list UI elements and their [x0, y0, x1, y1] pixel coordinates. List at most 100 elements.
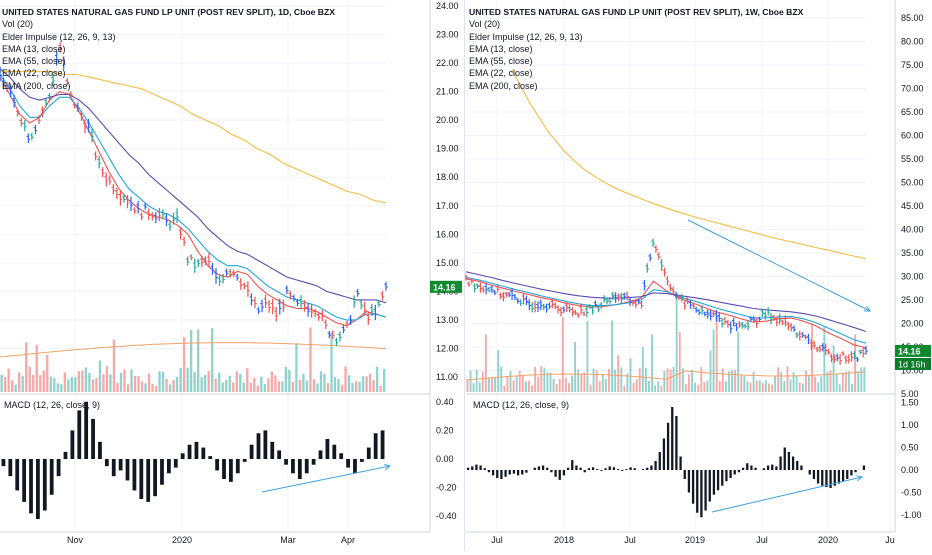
left-volume-bar: [102, 374, 105, 392]
right-indicator-elder[interactable]: Elder Impulse (12, 26, 9, 13): [469, 31, 583, 42]
right-volume-bar: [555, 383, 558, 392]
left-volume-bar: [67, 379, 70, 392]
right-indicator-vol[interactable]: Vol (20): [469, 19, 501, 30]
left-price-tick: 11.00: [436, 372, 458, 382]
right-volume-bar: [641, 347, 644, 392]
left-chart-title[interactable]: UNITED STATES NATURAL GAS FUND LP UNIT (…: [2, 7, 335, 17]
left-volume-bar: [186, 367, 189, 392]
left-price-tick: 22.00: [436, 58, 459, 68]
right-indicator-ema200[interactable]: EMA (200, close): [469, 80, 538, 91]
right-macd-tick: 0.00: [901, 465, 919, 475]
right-price-tick: 45.00: [901, 201, 924, 211]
right-price-tick: 65.00: [901, 107, 924, 117]
right-volume-bar: [820, 376, 823, 392]
left-volume-bar: [267, 378, 270, 392]
left-volume-bar: [358, 381, 361, 392]
right-volume-bar: [709, 350, 712, 392]
right-volume-bar: [780, 371, 783, 392]
left-indicator-ema13[interactable]: EMA (13, close): [2, 43, 66, 54]
right-volume-bar: [564, 377, 567, 392]
right-volume-bar: [509, 370, 512, 392]
left-volume-bar: [277, 381, 281, 392]
right-trend-arrow: [687, 219, 871, 312]
left-volume-bar: [246, 368, 249, 392]
right-volume-bar: [472, 383, 475, 392]
left-last-price-label-bg: [430, 280, 462, 293]
left-volume-bar: [319, 371, 323, 392]
right-volume-bar: [648, 380, 650, 392]
left-volume-bar: [126, 384, 130, 392]
left-time-label: Apr: [341, 535, 355, 545]
right-time-label: Ju: [885, 535, 895, 545]
right-volume-bar: [672, 366, 675, 392]
left-volume-bar: [197, 329, 200, 392]
right-trend-arrow-head: [863, 305, 872, 312]
left-volume-bar: [161, 371, 165, 392]
left-volume-bar: [39, 375, 42, 392]
left-volume-bar: [53, 377, 56, 392]
left-volume-bar: [7, 368, 10, 392]
left-volume-bar: [179, 367, 182, 392]
right-volume-bar: [589, 384, 592, 392]
right-volume-bar: [688, 374, 690, 392]
left-price-tick: 19.00: [436, 144, 459, 154]
left-volume-bar: [305, 380, 309, 392]
left-volume-bar: [112, 339, 116, 392]
right-volume-bar: [835, 373, 838, 392]
right-indicator-ema13[interactable]: EMA (13, close): [469, 43, 533, 54]
left-volume-bar: [70, 377, 73, 392]
right-volume-bar: [657, 381, 660, 392]
left-volume-bar: [133, 376, 137, 392]
left-volume-bar: [375, 366, 379, 392]
left-indicator-ema55[interactable]: EMA (55, close): [2, 56, 66, 67]
right-volume-bar: [515, 376, 518, 392]
right-volume-bar: [595, 370, 598, 392]
left-volume-bar: [218, 372, 221, 392]
pane-divider[interactable]: [464, 0, 465, 550]
right-time-label: Jul: [491, 535, 503, 545]
right-chart-title[interactable]: UNITED STATES NATURAL GAS FUND LP UNIT (…: [469, 7, 804, 17]
right-volume-bar: [669, 369, 672, 392]
left-volume-bar: [77, 371, 81, 392]
left-volume-bar: [368, 373, 372, 392]
right-last-price-label: 14.16: [898, 346, 921, 356]
left-volume-bar: [372, 379, 375, 392]
left-volume-bar: [347, 375, 351, 392]
left-indicator-ema22[interactable]: EMA (22, close): [2, 68, 66, 79]
right-volume-bar: [728, 371, 730, 392]
right-volume-bar: [586, 321, 589, 392]
left-macd-label[interactable]: MACD (12, 26, close, 9): [4, 400, 101, 410]
left-volume-bar: [207, 370, 210, 392]
right-volume-bar: [795, 375, 798, 392]
left-volume-bar: [340, 384, 344, 392]
left-price-tick: 24.00: [436, 1, 459, 11]
left-volume-bar: [189, 330, 193, 392]
left-volume-bar: [249, 382, 252, 392]
left-volume-bar: [326, 383, 330, 392]
right-volume-bar: [721, 368, 724, 392]
right-indicator-ema22[interactable]: EMA (22, close): [469, 68, 533, 79]
right-volume-bar: [506, 376, 509, 392]
right-volume-bar: [497, 349, 500, 392]
right-macd-label[interactable]: MACD (12, 26, close, 9): [473, 400, 570, 410]
left-macd-tick: 0.20: [436, 425, 454, 435]
left-volume-bar: [242, 382, 245, 392]
left-macd-tick: 0.40: [436, 397, 454, 407]
right-volume-bar: [481, 371, 484, 392]
right-volume-bar: [823, 325, 826, 392]
left-indicator-vol[interactable]: Vol (20): [2, 19, 34, 30]
left-volume-bar: [18, 372, 21, 392]
right-volume-bar: [500, 366, 503, 392]
left-indicator-elder[interactable]: Elder Impulse (12, 26, 9, 13): [2, 31, 116, 42]
left-indicator-ema200[interactable]: EMA (200, close): [2, 80, 71, 91]
left-price-tick: 21.00: [436, 87, 459, 97]
left-volume-bar: [84, 367, 88, 392]
right-indicator-ema55[interactable]: EMA (55, close): [469, 56, 533, 67]
left-legend: UNITED STATES NATURAL GAS FUND LP UNIT (…: [2, 6, 335, 92]
right-price-tick: 5.00: [901, 389, 919, 399]
right-volume-bar: [804, 370, 807, 392]
right-volume-bar: [524, 381, 527, 392]
right-volume-bar: [561, 317, 564, 392]
right-volume-bar: [703, 381, 706, 392]
